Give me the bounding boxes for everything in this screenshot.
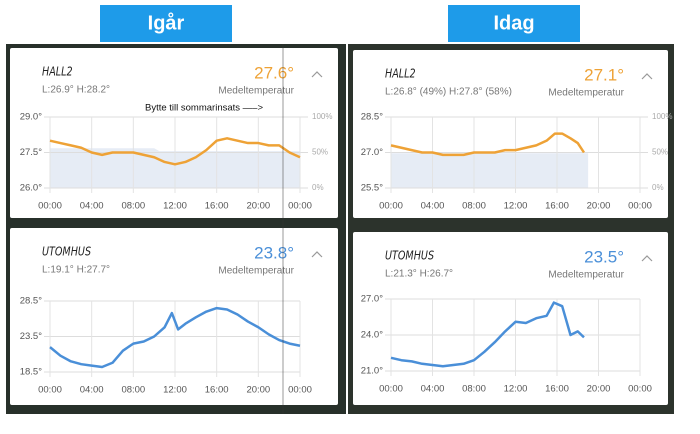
x-tick-label: 12:00 bbox=[163, 385, 187, 396]
x-tick-label: 16:00 bbox=[205, 201, 229, 212]
x-tick-label: 20:00 bbox=[246, 201, 270, 212]
x-tick-label: 00:00 bbox=[38, 385, 62, 396]
caption: Medeltemperatur bbox=[218, 86, 294, 97]
x-tick-label: 00:00 bbox=[628, 201, 652, 212]
min-max: L:26.8° (49%) H:27.8° (58%) bbox=[385, 87, 512, 98]
day-label: Igår bbox=[148, 11, 185, 34]
x-tick-label: 00:00 bbox=[38, 201, 62, 212]
x-tick-label: 00:00 bbox=[379, 384, 403, 395]
y2-tick-label: 50% bbox=[652, 148, 668, 157]
x-tick-label: 16:00 bbox=[545, 201, 569, 212]
min-max: L:26.9° H:28.2° bbox=[42, 85, 110, 96]
humidity-area bbox=[391, 153, 589, 188]
y2-tick-label: 50% bbox=[312, 148, 328, 157]
collapse-chevron[interactable] bbox=[311, 251, 323, 258]
y-tick-label: 28.5° bbox=[361, 112, 383, 123]
card bbox=[353, 232, 668, 405]
x-tick-label: 04:00 bbox=[421, 201, 445, 212]
x-tick-label: 08:00 bbox=[462, 384, 486, 395]
temperature-line bbox=[390, 132, 586, 157]
min-max: L:21.3° H:26.7° bbox=[385, 269, 453, 280]
y-tick-label: 25.5° bbox=[361, 183, 383, 194]
y-tick-label: 23.5° bbox=[20, 331, 42, 342]
collapse-chevron[interactable] bbox=[641, 255, 653, 262]
x-tick-label: 12:00 bbox=[504, 384, 528, 395]
x-tick-label: 04:00 bbox=[80, 201, 104, 212]
caption: Medeltemperatur bbox=[548, 88, 624, 99]
y-tick-label: 28.5° bbox=[20, 296, 42, 307]
x-tick-label: 20:00 bbox=[246, 385, 270, 396]
y2-tick-label: 100% bbox=[312, 112, 332, 121]
y-tick-label: 27.0° bbox=[361, 147, 383, 158]
temperature-line bbox=[390, 301, 585, 368]
annotation: Bytte till sommarinsats —–> bbox=[145, 103, 263, 114]
y-tick-label: 18.5° bbox=[20, 367, 42, 378]
x-tick-label: 16:00 bbox=[545, 384, 569, 395]
x-tick-label: 16:00 bbox=[205, 385, 229, 396]
collapse-chevron[interactable] bbox=[311, 71, 323, 78]
card-title: HALL2 bbox=[385, 66, 416, 80]
current-value: 23.8° bbox=[254, 243, 294, 262]
x-tick-label: 08:00 bbox=[462, 201, 486, 212]
min-max: L:19.1° H:27.7° bbox=[42, 265, 110, 276]
y-tick-label: 24.0° bbox=[361, 330, 383, 341]
current-value: 23.5° bbox=[584, 247, 624, 266]
x-tick-label: 04:00 bbox=[421, 384, 445, 395]
x-tick-label: 08:00 bbox=[121, 201, 145, 212]
x-tick-label: 00:00 bbox=[379, 201, 403, 212]
card-title: UTOMHUS bbox=[385, 248, 434, 262]
x-tick-label: 12:00 bbox=[163, 201, 187, 212]
caption: Medeltemperatur bbox=[218, 266, 294, 277]
y-tick-label: 21.0° bbox=[361, 366, 383, 377]
temperature-line bbox=[49, 306, 301, 369]
x-tick-label: 12:00 bbox=[504, 201, 528, 212]
y2-tick-label: 100% bbox=[652, 112, 672, 121]
day-label: Idag bbox=[493, 12, 534, 34]
current-value: 27.6° bbox=[254, 63, 294, 82]
y-tick-label: 27.5° bbox=[20, 147, 42, 158]
y-tick-label: 27.0° bbox=[361, 294, 383, 305]
current-value: 27.1° bbox=[584, 65, 624, 84]
day-header bbox=[100, 5, 232, 42]
x-tick-label: 20:00 bbox=[587, 384, 611, 395]
y-tick-label: 29.0° bbox=[20, 112, 42, 123]
caption: Medeltemperatur bbox=[548, 270, 624, 281]
card-title: UTOMHUS bbox=[42, 244, 91, 258]
y2-tick-label: 0% bbox=[652, 183, 664, 192]
collapse-chevron[interactable] bbox=[641, 73, 653, 80]
x-tick-label: 04:00 bbox=[80, 385, 104, 396]
y-tick-label: 26.0° bbox=[20, 183, 42, 194]
y2-tick-label: 0% bbox=[312, 183, 324, 192]
day-header bbox=[448, 5, 580, 42]
card-title: HALL2 bbox=[42, 64, 73, 78]
x-tick-label: 20:00 bbox=[587, 201, 611, 212]
temperature-line bbox=[49, 137, 301, 166]
x-tick-label: 08:00 bbox=[121, 385, 145, 396]
x-tick-label: 00:00 bbox=[288, 385, 312, 396]
x-tick-label: 00:00 bbox=[288, 201, 312, 212]
x-tick-label: 00:00 bbox=[628, 384, 652, 395]
